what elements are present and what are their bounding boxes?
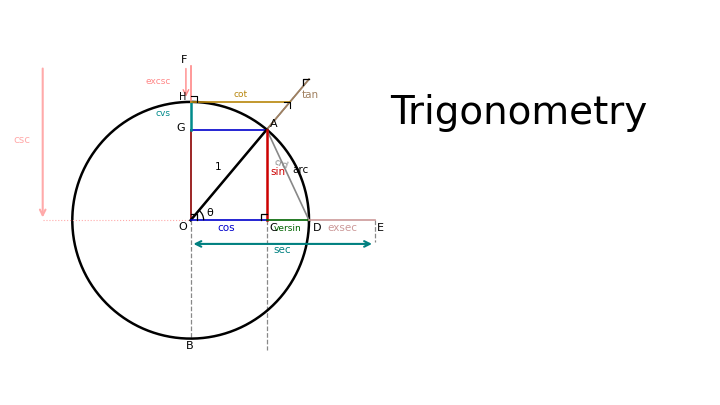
Text: crd: crd [272,158,289,171]
Text: cvs: cvs [156,109,171,118]
Text: θ: θ [206,207,213,217]
Text: E: E [377,223,384,233]
Text: sec: sec [274,245,292,256]
Text: excsc: excsc [145,77,171,86]
Text: H: H [179,92,186,102]
Text: cos: cos [217,223,235,233]
Text: exsec: exsec [327,223,357,233]
Text: sin: sin [270,167,285,177]
Text: A: A [270,119,278,129]
Text: tan: tan [302,90,319,100]
Text: versin: versin [274,224,302,233]
Text: cot: cot [233,90,248,99]
Text: D: D [312,223,321,233]
Text: G: G [176,123,185,133]
Text: F: F [181,55,187,65]
Text: B: B [186,341,194,351]
Text: O: O [179,222,188,232]
Text: C: C [269,223,277,233]
Text: arc: arc [292,164,309,175]
Text: csc: csc [14,135,31,145]
Text: 1: 1 [215,162,221,172]
Text: Trigonometry: Trigonometry [390,94,647,132]
